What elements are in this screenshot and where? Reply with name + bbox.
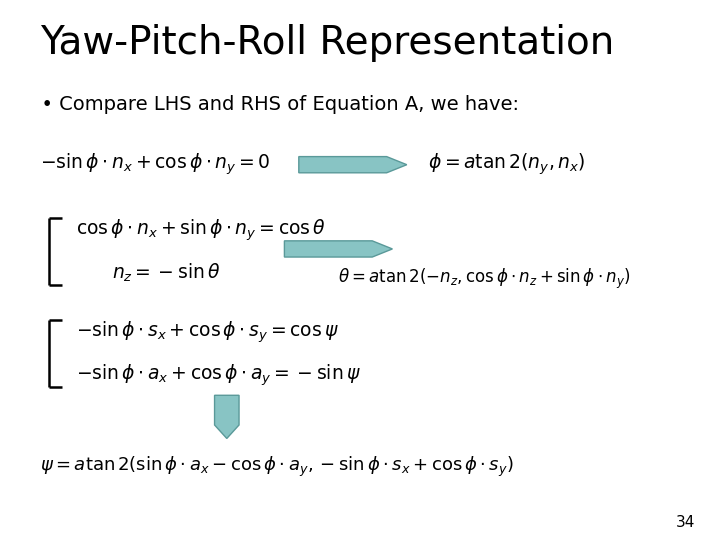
- Text: Yaw-Pitch-Roll Representation: Yaw-Pitch-Roll Representation: [40, 24, 614, 62]
- Text: $\phi=a\tan 2(n_y,n_x)$: $\phi=a\tan 2(n_y,n_x)$: [428, 152, 586, 178]
- Text: $\theta=a\tan 2(-n_z,\cos\phi\cdot n_z+\sin\phi\cdot n_y)$: $\theta=a\tan 2(-n_z,\cos\phi\cdot n_z+\…: [338, 267, 631, 291]
- FancyArrow shape: [299, 157, 407, 173]
- Text: • Compare LHS and RHS of Equation A, we have:: • Compare LHS and RHS of Equation A, we …: [29, 94, 519, 113]
- Text: $-\sin\phi\cdot n_x+\cos\phi\cdot n_y=0$: $-\sin\phi\cdot n_x+\cos\phi\cdot n_y=0$: [40, 152, 270, 178]
- Text: $-\sin\phi\cdot s_x+\cos\phi\cdot s_y=\cos\psi$: $-\sin\phi\cdot s_x+\cos\phi\cdot s_y=\c…: [76, 319, 338, 345]
- Text: $n_z=-\sin\theta$: $n_z=-\sin\theta$: [112, 262, 220, 285]
- FancyArrow shape: [284, 241, 392, 257]
- FancyArrow shape: [215, 395, 239, 438]
- Text: 34: 34: [675, 515, 695, 530]
- Text: $\psi=a\tan 2(\sin\phi\cdot a_x-\cos\phi\cdot a_y,-\sin\phi\cdot s_x+\cos\phi\cd: $\psi=a\tan 2(\sin\phi\cdot a_x-\cos\phi…: [40, 455, 513, 479]
- Text: $\cos\phi\cdot n_x+\sin\phi\cdot n_y=\cos\theta$: $\cos\phi\cdot n_x+\sin\phi\cdot n_y=\co…: [76, 217, 325, 243]
- Text: $-\sin\phi\cdot a_x+\cos\phi\cdot a_y=-\sin\psi$: $-\sin\phi\cdot a_x+\cos\phi\cdot a_y=-\…: [76, 362, 360, 388]
